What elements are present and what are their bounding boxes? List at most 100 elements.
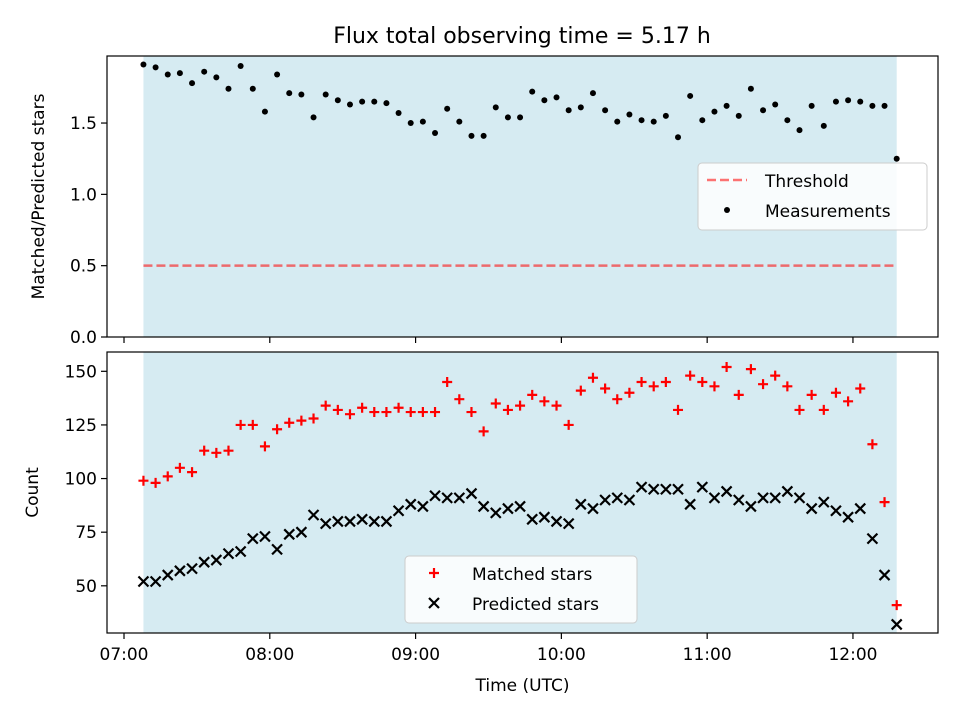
matched-star-point	[673, 404, 684, 415]
matched-star-point	[660, 377, 671, 388]
matched-star-point	[344, 409, 355, 420]
predicted-star-point	[368, 515, 381, 528]
y-tick-label: 150	[65, 362, 97, 382]
matched-star-point	[138, 475, 149, 486]
measurement-point	[529, 88, 536, 95]
measurement-point	[626, 111, 633, 118]
matched-star-point	[296, 415, 307, 426]
predicted-star-point	[222, 547, 235, 560]
legend-label: Measurements	[765, 202, 891, 222]
predicted-star-point	[149, 575, 162, 588]
y-tick-label: 100	[65, 470, 97, 490]
measurement-point	[480, 132, 487, 139]
measurement-point	[675, 134, 682, 141]
matched-star-point	[454, 394, 465, 405]
measurement-point	[565, 107, 572, 114]
predicted-star-point	[526, 513, 538, 526]
legend-box	[404, 555, 638, 624]
bottom-panel: 07:00 08:00 09:00 10:00 11:00 12:00 50 75 100 125…	[23, 351, 939, 696]
legend-box	[697, 162, 928, 231]
predicted-star-point	[745, 500, 757, 513]
predicted-star-point	[453, 492, 466, 504]
legend-measurement-swatch	[724, 207, 730, 213]
predicted-star-point	[332, 515, 344, 528]
matched-star-point	[430, 407, 441, 418]
measurement-point	[322, 91, 329, 98]
measurement-point	[808, 102, 815, 109]
plot-frame	[106, 55, 939, 338]
measurement-point	[699, 117, 706, 124]
matched-star-point	[600, 383, 611, 394]
matched-star-point	[272, 424, 283, 435]
measurement-point	[504, 114, 511, 121]
measurement-point	[845, 97, 852, 104]
matched-star-point	[502, 404, 513, 415]
measurement-point	[832, 98, 839, 105]
matched-star-point	[612, 394, 623, 405]
predicted-star-point	[684, 498, 696, 511]
predicted-star-point	[769, 492, 781, 504]
predicted-star-point	[161, 569, 174, 581]
predicted-star-point	[271, 543, 283, 556]
y-tick-label: 125	[65, 416, 97, 436]
matched-star-point	[879, 497, 890, 508]
y-axis-label: Matched/Predicted stars	[29, 93, 49, 299]
matched-star-point	[284, 417, 295, 428]
matched-star-point	[685, 370, 696, 381]
measurement-point	[857, 98, 864, 105]
measurement-point	[820, 122, 827, 129]
matched-star-point	[259, 441, 270, 452]
matched-star-point	[332, 404, 343, 415]
matched-star-point	[733, 389, 744, 400]
measurement-point	[249, 85, 256, 92]
matched-star-point	[721, 362, 732, 373]
measurement-point	[687, 92, 694, 99]
y-tick-label: 0.5	[70, 257, 97, 277]
matched-star-point	[782, 381, 793, 392]
predicted-star-point	[441, 492, 453, 504]
y-tick-label: 1.0	[70, 185, 97, 205]
matched-star-point	[442, 377, 453, 388]
measurement-point	[553, 94, 560, 101]
legend-matched-swatch	[429, 568, 439, 578]
predicted-star-point	[635, 481, 648, 493]
matched-star-point	[818, 404, 829, 415]
measurement-point	[614, 118, 621, 125]
predicted-star-point	[344, 515, 356, 528]
predicted-star-point	[137, 575, 150, 588]
matched-star-point	[758, 379, 769, 390]
predicted-star-point	[319, 517, 332, 530]
predicted-star-point	[259, 530, 271, 543]
matched-star-point	[539, 396, 550, 407]
measurement-point	[456, 118, 463, 125]
matched-star-point	[357, 402, 368, 413]
measurement-point	[638, 117, 645, 124]
predicted-star-point	[842, 511, 854, 523]
predicted-star-point	[417, 500, 429, 513]
measurement-point	[152, 64, 159, 71]
predicted-star-point	[805, 502, 818, 515]
measurement-point	[650, 118, 657, 125]
y-tick-label: 75	[75, 523, 97, 543]
matched-star-point	[551, 400, 562, 411]
matched-star-point	[697, 377, 708, 388]
x-tick-label: 08:00	[245, 645, 294, 665]
measurement-point	[602, 107, 609, 114]
measurement-point	[468, 132, 475, 139]
predicted-star-point	[793, 492, 806, 504]
predicted-star-point	[380, 515, 393, 528]
predicted-star-point	[647, 483, 660, 496]
predicted-star-point	[502, 502, 514, 515]
predicted-star-point	[307, 509, 320, 521]
x-tick-label: 07:00	[100, 645, 149, 665]
predicted-star-point	[672, 483, 684, 496]
matched-star-point	[806, 389, 817, 400]
measurement-point	[334, 97, 341, 104]
predicted-star-point	[708, 492, 721, 504]
measurement-point	[310, 114, 317, 121]
measurement-point	[286, 90, 293, 97]
predicted-star-point	[890, 618, 903, 631]
y-tick-label: 50	[75, 577, 97, 597]
legend-predicted-swatch	[428, 597, 440, 609]
